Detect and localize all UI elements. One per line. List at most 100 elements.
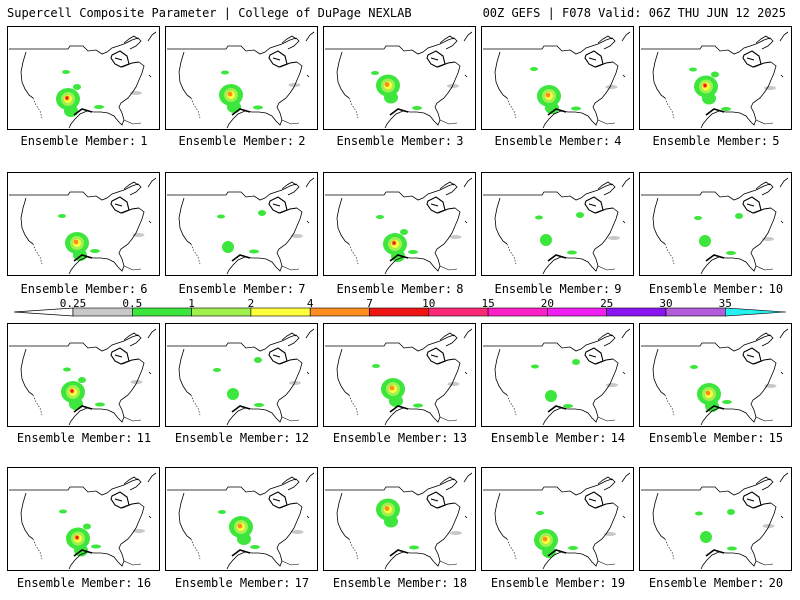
scale-tick-label: 10 [422,297,436,310]
member-label-prefix: Ensemble Member: [332,576,449,590]
ensemble-map-panel [639,26,792,130]
scp-contour [371,71,379,75]
scp-contour [253,105,263,110]
member-label-prefix: Ensemble Member: [648,576,765,590]
scale-tick-label: 30 [659,297,673,310]
run-valid-time: 00Z GEFS | F078 Valid: 06Z THU JUN 12 20… [482,6,786,20]
scp-contour [258,210,266,216]
scp-contour [133,529,145,533]
scp-contour [221,70,229,75]
member-number: 8 [456,282,464,296]
member-number: 5 [772,134,780,148]
scale-tick-label: 15 [481,297,495,310]
member-label-prefix: Ensemble Member: [648,431,765,445]
conus-map [324,177,473,275]
member-label-prefix: Ensemble Member: [648,282,765,296]
scp-contour [227,91,233,97]
conus-map [640,31,789,129]
scp-contour [73,249,87,261]
member-number: 16 [136,576,152,590]
scale-tick-label: 1 [188,297,195,310]
scp-contour [689,67,697,72]
conus-map [324,328,473,426]
member-label-prefix: Ensemble Member: [336,282,453,296]
member-number: 3 [456,134,464,148]
ensemble-map-panel [165,467,318,571]
scp-contour [711,71,719,78]
scp-contour [91,544,101,549]
scp-contour [372,364,380,368]
ensemble-member-label: Ensemble Member: 16 [5,576,163,590]
scale-tick-label: 25 [600,297,614,310]
member-number: 6 [140,282,148,296]
coastline-borders [324,472,473,570]
scp-contour [227,388,239,400]
scp-contour [531,364,539,369]
scp-contour [250,545,260,549]
scp-contour [690,365,698,369]
member-label-prefix: Ensemble Member: [494,282,611,296]
scale-segment [606,307,667,317]
scp-contour [764,86,776,90]
coastline-borders [482,31,631,129]
scp-contour [412,106,422,110]
scale-tick-label: 0.25 [59,297,87,310]
conus-map [8,472,157,570]
scp-contour [702,92,716,105]
scp-contour [576,212,584,218]
member-number: 17 [294,576,310,590]
member-number: 14 [610,431,626,445]
scp-contour [572,359,580,365]
scp-contour [409,545,419,550]
ensemble-map-panel [7,323,160,427]
scp-contour [291,234,303,238]
scp-contour [69,398,83,410]
member-label-prefix: Ensemble Member: [494,134,611,148]
ensemble-member-label: Ensemble Member: 10 [637,282,795,296]
scp-contour [83,523,91,530]
conus-map [482,472,631,570]
scp-contour [608,236,620,240]
conus-map [482,177,631,275]
scp-contour [705,390,711,396]
scp-contour [447,382,460,386]
coastline-borders [166,177,315,275]
member-label-prefix: Ensemble Member: [332,431,449,445]
coastline-borders [8,31,157,129]
ensemble-member-label: Ensemble Member: 19 [479,576,637,590]
scp-contour [384,515,398,528]
scp-contour [389,395,403,407]
conus-map [640,472,789,570]
scp-contour [447,84,459,88]
coastline-borders [482,328,631,426]
scale-segment [369,307,430,317]
member-label-prefix: Ensemble Member: [652,134,769,148]
member-number: 13 [452,431,468,445]
ensemble-member-label: Ensemble Member: 9 [479,282,637,296]
member-label-prefix: Ensemble Member: [490,431,607,445]
color-scale-bar [13,307,787,317]
coastline-borders [482,177,631,275]
member-number: 1 [140,134,148,148]
ensemble-map-panel [165,172,318,276]
scp-contour [237,533,251,545]
conus-map [324,472,473,570]
scp-contour [249,249,259,254]
member-label-prefix: Ensemble Member: [178,134,295,148]
coastline-borders [324,31,473,129]
ensemble-map-panel [481,323,634,427]
scp-contour [536,511,544,515]
member-label-prefix: Ensemble Member: [20,282,137,296]
coastline-borders [640,177,789,275]
ensemble-map-panel [323,26,476,130]
ensemble-member-label: Ensemble Member: 15 [637,431,795,445]
scp-contour [291,530,304,534]
scale-high-end [724,307,787,317]
scp-contour [568,546,578,550]
conus-map [640,328,789,426]
scale-segment [665,307,726,317]
member-label-prefix: Ensemble Member: [490,576,607,590]
scp-contour [530,67,538,71]
ensemble-map-panel [165,323,318,427]
ensemble-map-panel [7,172,160,276]
